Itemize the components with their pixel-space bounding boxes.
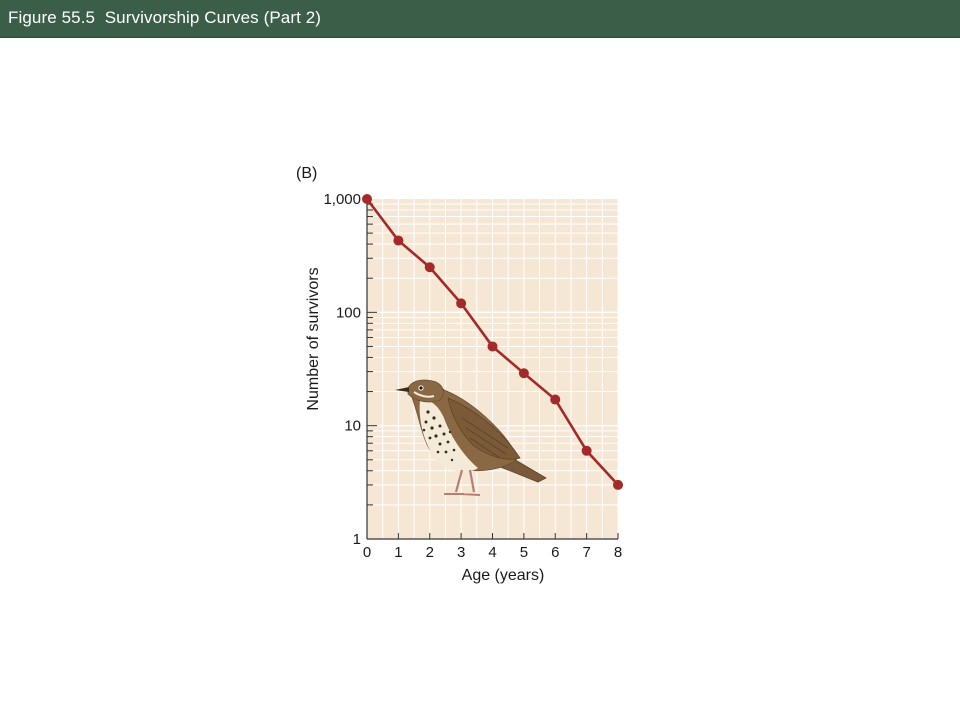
y-tick-label: 1	[353, 531, 361, 548]
data-point	[550, 394, 561, 405]
data-point	[424, 262, 435, 273]
x-axis-title: Age (years)	[462, 567, 545, 584]
data-point	[613, 479, 623, 490]
data-point	[487, 341, 498, 352]
slide-title: Figure 55.5 Survivorship Curves (Part 2)	[8, 8, 322, 27]
x-tick-label: 8	[614, 544, 622, 561]
y-tick-label: 10	[344, 418, 361, 435]
x-tick-label: 4	[488, 544, 496, 561]
x-tick-label: 2	[426, 544, 434, 561]
data-point	[393, 235, 404, 246]
y-tick-label: 100	[336, 304, 361, 321]
panel-label: (B)	[296, 165, 317, 182]
data-point	[362, 194, 372, 204]
x-tick-label: 1	[394, 544, 402, 561]
thrush-bird-illustration	[395, 379, 547, 496]
data-point	[518, 368, 529, 379]
x-tick-label: 3	[457, 544, 465, 561]
axes	[366, 199, 619, 540]
x-tick-label: 7	[582, 544, 590, 561]
y-axis-title: Number of survivors	[305, 267, 322, 410]
data-point	[581, 445, 592, 456]
x-tick-label: 5	[520, 544, 528, 561]
x-tick-label: 6	[551, 544, 559, 561]
title-bar: Figure 55.5 Survivorship Curves (Part 2)	[0, 0, 960, 38]
x-tick-label: 0	[363, 544, 371, 561]
y-tick-label: 1,000	[323, 191, 361, 208]
data-point	[456, 298, 467, 309]
survival-series	[362, 194, 623, 490]
